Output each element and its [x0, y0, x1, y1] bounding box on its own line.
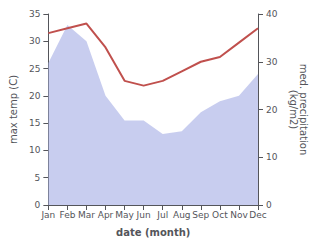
svg-text:15: 15: [29, 118, 40, 128]
svg-text:0: 0: [266, 200, 272, 210]
svg-text:10: 10: [29, 145, 41, 155]
svg-text:(kg/m2): (kg/m2): [288, 90, 299, 130]
svg-text:0: 0: [35, 200, 41, 210]
svg-text:40: 40: [266, 9, 278, 19]
svg-text:Jun: Jun: [136, 210, 151, 220]
svg-text:25: 25: [29, 64, 40, 74]
svg-text:35: 35: [29, 9, 40, 19]
svg-text:10: 10: [266, 152, 278, 162]
svg-text:Dec: Dec: [249, 210, 266, 220]
svg-text:Sep: Sep: [192, 210, 209, 220]
svg-text:med. precipitation: med. precipitation: [297, 63, 309, 156]
svg-text:Feb: Feb: [59, 210, 75, 220]
svg-text:date (month): date (month): [116, 227, 190, 238]
svg-text:30: 30: [266, 57, 278, 67]
svg-text:5: 5: [35, 173, 41, 183]
svg-text:Jan: Jan: [40, 210, 55, 220]
svg-text:max temp (C): max temp (C): [8, 75, 19, 144]
svg-text:20: 20: [266, 105, 278, 115]
svg-text:Oct: Oct: [212, 210, 228, 220]
svg-text:30: 30: [29, 36, 41, 46]
svg-text:Apr: Apr: [98, 210, 114, 220]
svg-text:May: May: [115, 210, 134, 220]
svg-text:20: 20: [29, 91, 41, 101]
svg-text:Aug: Aug: [173, 210, 191, 220]
svg-text:Nov: Nov: [230, 210, 248, 220]
svg-text:Jul: Jul: [156, 210, 168, 220]
svg-text:Mar: Mar: [78, 210, 95, 220]
